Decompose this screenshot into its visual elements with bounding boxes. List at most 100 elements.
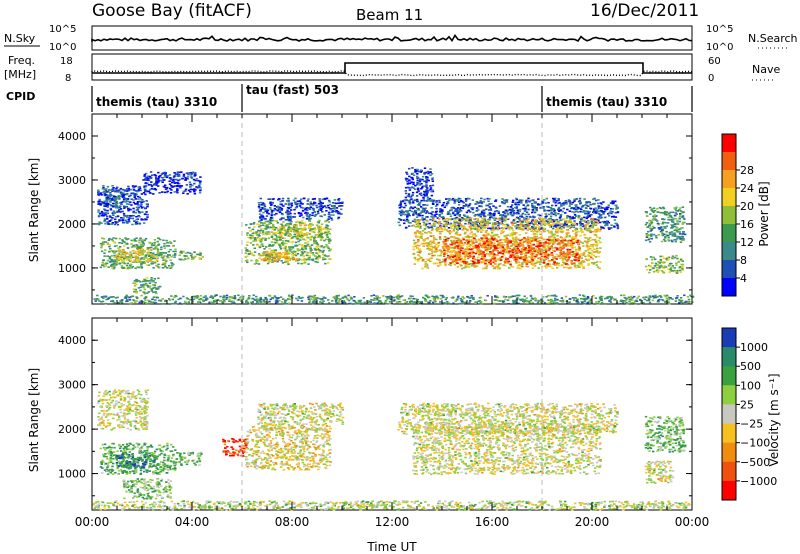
data-cell — [503, 238, 506, 241]
data-cell — [550, 235, 553, 237]
data-cell — [265, 232, 268, 235]
data-cell — [543, 255, 547, 258]
data-cell — [133, 255, 136, 258]
data-cell — [157, 185, 160, 187]
data-cell — [582, 211, 585, 213]
data-cell — [270, 203, 273, 206]
data-cell — [560, 236, 564, 239]
data-cell — [293, 226, 296, 228]
data-cell — [315, 204, 318, 207]
data-cell — [433, 214, 436, 216]
data-cell — [568, 267, 571, 269]
data-cell — [584, 212, 587, 215]
data-cell — [292, 199, 296, 202]
data-cell — [443, 218, 447, 221]
data-cell — [414, 232, 417, 235]
data-cell — [158, 179, 161, 182]
data-cell — [315, 247, 318, 250]
data-cell — [615, 204, 618, 207]
data-cell — [526, 225, 530, 227]
data-cell — [552, 234, 555, 237]
data-cell — [431, 250, 434, 253]
data-cell — [493, 210, 497, 213]
data-cell — [109, 195, 112, 198]
data-cell — [439, 238, 442, 240]
data-cell — [582, 253, 586, 255]
data-cell — [520, 202, 523, 204]
data-cell — [556, 228, 560, 230]
data-cell — [143, 288, 147, 291]
data-cell — [299, 239, 302, 241]
data-cell — [553, 238, 556, 240]
data-cell — [142, 192, 146, 194]
data-cell — [435, 207, 438, 210]
data-cell — [281, 213, 284, 216]
data-cell — [531, 261, 534, 263]
data-cell — [438, 201, 441, 204]
data-cell — [491, 265, 494, 267]
data-cell — [546, 238, 549, 241]
data-cell — [125, 193, 128, 196]
data-cell — [477, 226, 480, 229]
data-cell — [405, 226, 408, 229]
data-cell — [198, 258, 202, 260]
data-cell — [564, 200, 567, 202]
data-cell — [453, 237, 456, 239]
data-cell — [131, 223, 134, 226]
data-cell — [509, 254, 512, 256]
data-cell — [548, 209, 551, 212]
data-cell — [122, 257, 126, 259]
data-cell — [517, 244, 521, 246]
nsky-tick-top: 10^5 — [49, 24, 76, 35]
data-cell — [311, 224, 314, 226]
data-cell — [142, 242, 145, 245]
data-cell — [531, 206, 534, 209]
data-cell — [133, 238, 136, 240]
data-cell — [140, 248, 144, 250]
data-cell — [315, 252, 318, 254]
data-cell — [541, 202, 544, 204]
data-cell — [149, 175, 152, 178]
data-cell — [253, 237, 257, 239]
data-cell — [553, 233, 556, 236]
data-cell — [261, 254, 264, 257]
data-cell — [172, 180, 176, 183]
data-cell — [299, 212, 303, 215]
data-cell — [133, 251, 136, 254]
data-cell — [281, 200, 285, 202]
data-cell — [143, 218, 147, 220]
data-cell — [176, 189, 179, 192]
data-cell — [116, 255, 119, 257]
data-cell — [428, 227, 431, 229]
data-cell — [434, 215, 437, 218]
data-cell — [414, 235, 418, 237]
data-cell — [144, 190, 148, 193]
data-cell — [458, 219, 461, 221]
data-cell — [455, 210, 458, 212]
data-cell — [440, 209, 444, 211]
data-cell — [287, 224, 291, 227]
data-cell — [252, 240, 255, 242]
data-cell — [571, 236, 574, 239]
data-cell — [571, 230, 575, 232]
data-cell — [491, 250, 495, 253]
data-cell — [514, 225, 517, 227]
data-cell — [591, 238, 594, 241]
data-cell — [108, 250, 111, 253]
data-cell — [515, 236, 518, 239]
data-cell — [467, 236, 471, 238]
data-cell — [430, 216, 433, 218]
data-cell — [174, 253, 177, 255]
data-cell — [284, 256, 287, 258]
data-cell — [122, 221, 126, 224]
data-cell — [110, 265, 113, 267]
data-cell — [590, 262, 594, 264]
data-cell — [287, 226, 291, 229]
data-cell — [560, 229, 563, 231]
data-cell — [310, 258, 313, 261]
data-cell — [195, 178, 199, 180]
data-cell — [197, 253, 201, 256]
data-cell — [116, 191, 119, 193]
data-cell — [337, 199, 341, 202]
data-cell — [535, 207, 538, 209]
